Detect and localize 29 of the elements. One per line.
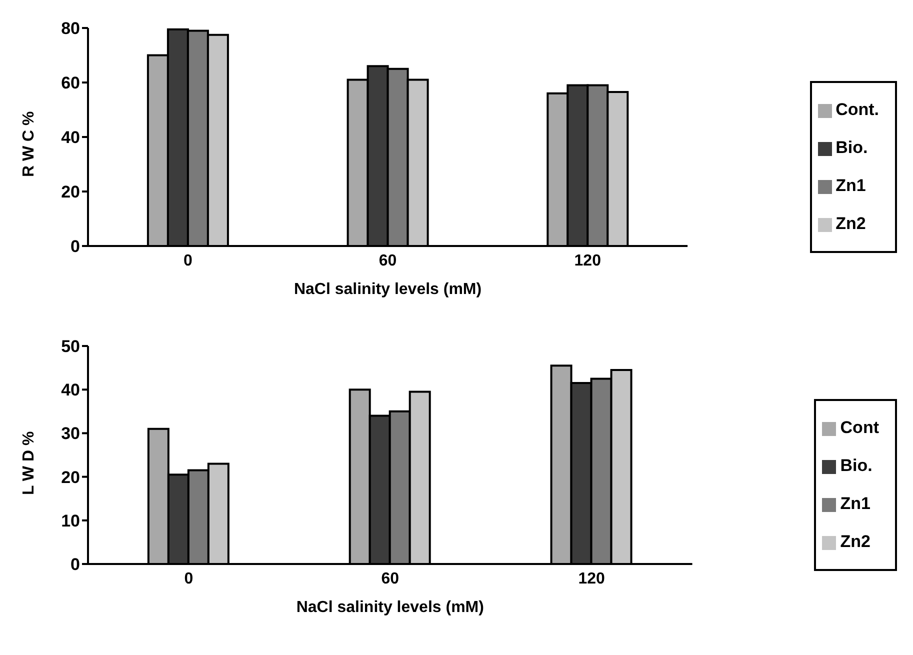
x-tick-label: 60 — [381, 570, 400, 588]
legend-label: Cont. — [836, 100, 879, 119]
legend-label: Bio. — [836, 138, 868, 157]
y-tick-label: 10 — [61, 511, 80, 530]
y-tick-label: 0 — [70, 555, 80, 574]
y-axis-title: L W D % — [20, 431, 38, 495]
x-tick-label: 0 — [183, 252, 192, 270]
y-tick-label: 40 — [61, 128, 80, 148]
y-tick-label: 40 — [61, 380, 80, 400]
x-tick-label: 0 — [184, 570, 194, 588]
legend-label: Cont — [840, 418, 879, 437]
x-axis-title: NaCl salinity levels (mM) — [294, 281, 482, 298]
x-tick-label: 120 — [574, 252, 602, 270]
y-tick-label: 80 — [61, 19, 80, 38]
legend-label: Zn2 — [840, 532, 871, 551]
x-tick-label: 60 — [378, 252, 397, 270]
y-axis-title: R W C % — [20, 111, 38, 177]
y-tick-label: 20 — [61, 182, 80, 202]
y-tick-label: 60 — [61, 74, 80, 93]
x-tick-label: 120 — [578, 570, 606, 588]
legend-label: Zn1 — [840, 494, 871, 513]
y-tick-label: 20 — [61, 468, 80, 487]
y-tick-label: 0 — [70, 237, 80, 256]
legend-label: Bio. — [840, 456, 872, 475]
x-axis-title: NaCl salinity levels (mM) — [296, 599, 484, 616]
legend-label: Zn2 — [836, 214, 866, 233]
legend-label: Zn1 — [836, 176, 866, 195]
y-tick-label: 30 — [61, 424, 80, 444]
y-tick-label: 50 — [61, 337, 80, 356]
